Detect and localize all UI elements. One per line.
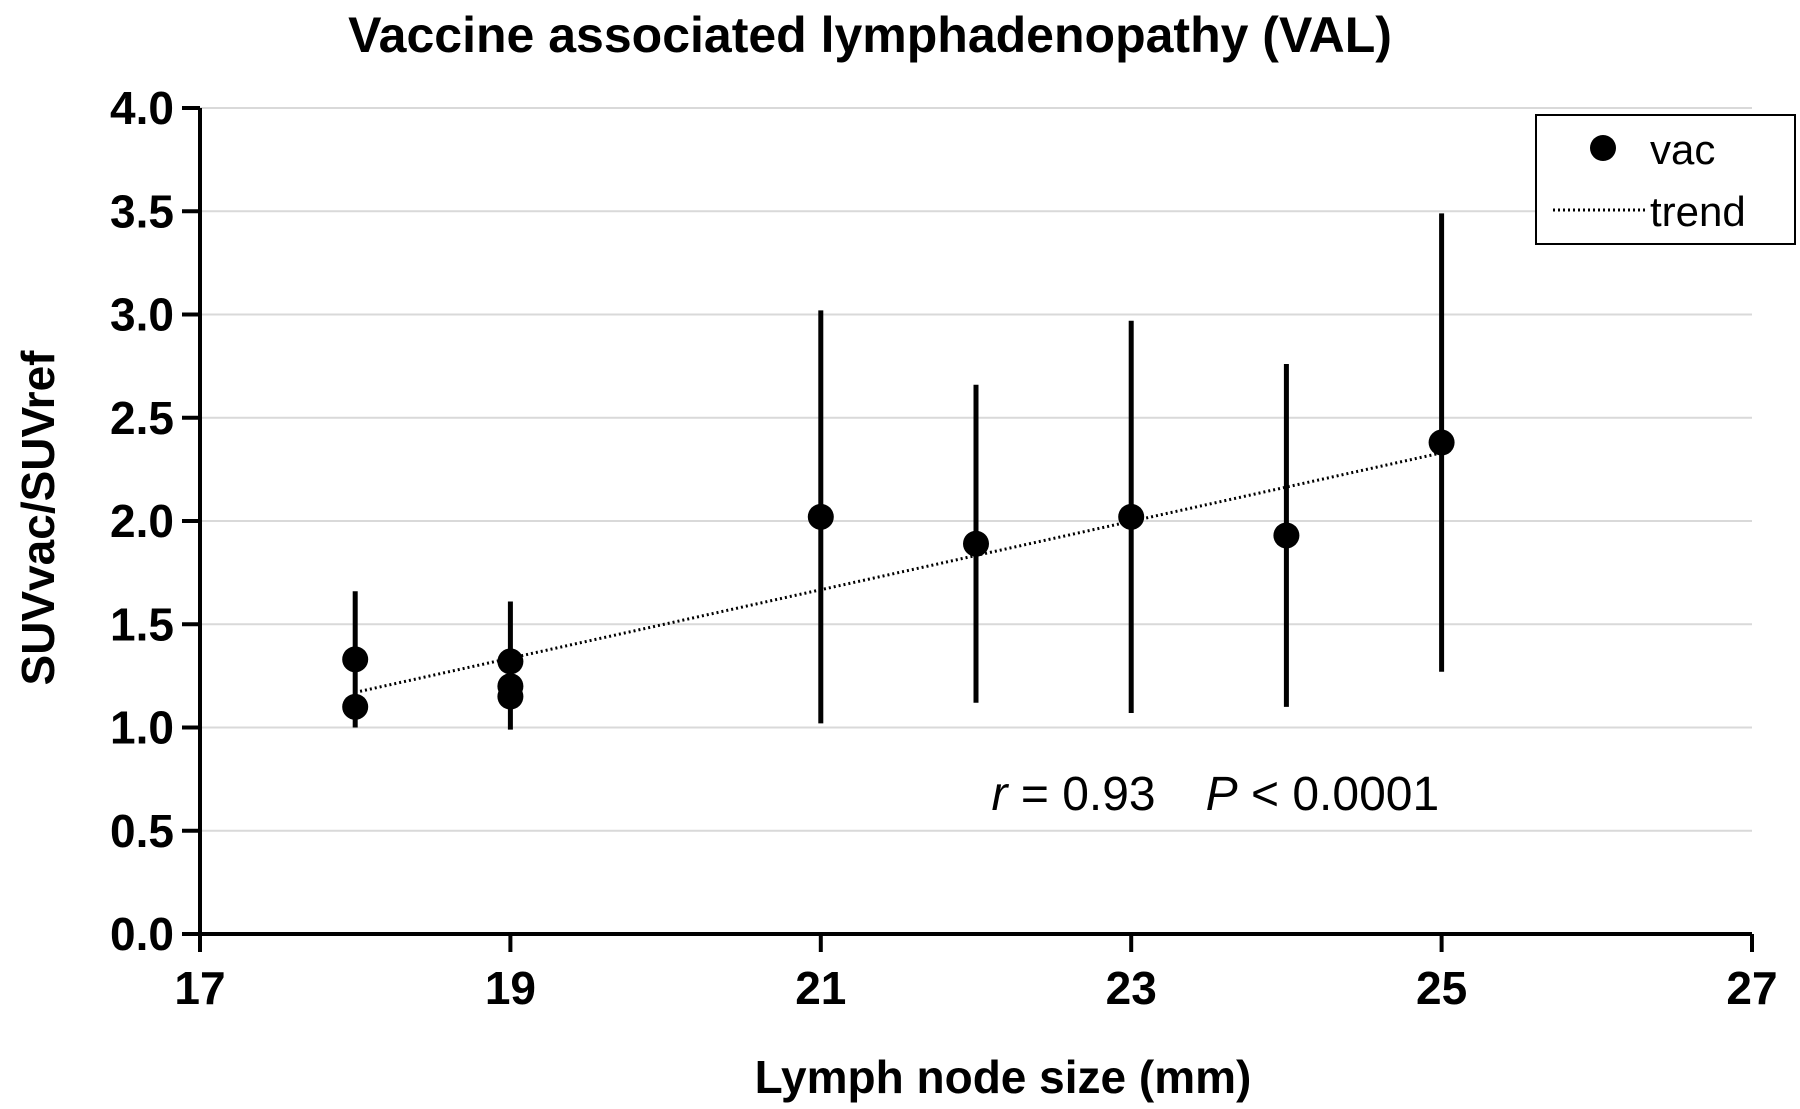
x-tick-label-1: 19: [485, 962, 536, 1014]
x-tick-label-0: 17: [174, 962, 225, 1014]
y-axis-ticks: 0.0 0.5 1.0 1.5 2.0 2.5 3.0 3.5 4.0: [110, 82, 200, 960]
y-tick-label-5: 2.5: [110, 392, 174, 444]
r-value: = 0.93: [1008, 768, 1156, 821]
legend-label-vac: vac: [1650, 126, 1715, 173]
r-symbol: r: [992, 768, 1010, 821]
legend-label-trend: trend: [1650, 188, 1746, 235]
x-axis-label: Lymph node size (mm): [755, 1051, 1252, 1103]
data-point-4: [497, 683, 524, 710]
x-tick-label-2: 21: [795, 962, 846, 1014]
trend-line: [354, 451, 1442, 694]
data-point-8: [1273, 522, 1300, 549]
legend-box: [1535, 114, 1796, 245]
x-tick-label-3: 23: [1106, 962, 1157, 1014]
y-tick-label-6: 3.0: [110, 289, 174, 341]
y-tick-label-7: 3.5: [110, 185, 174, 237]
data-point-7: [1118, 503, 1145, 530]
legend: vac trend: [1535, 114, 1796, 245]
data-point-5: [807, 503, 834, 530]
trend-line-segment: [354, 451, 1442, 694]
p-value: < 0.0001: [1238, 768, 1440, 821]
y-tick-label-4: 2.0: [110, 495, 174, 547]
data-points: [342, 429, 1455, 720]
data-point-0: [342, 646, 369, 673]
y-tick-label-2: 1.0: [110, 702, 174, 754]
y-axis-label: SUVvac/SUVref: [12, 350, 64, 686]
correlation-annotation: r = 0.93 P < 0.0001: [992, 768, 1440, 821]
y-tick-label-1: 0.5: [110, 805, 174, 857]
y-tick-label-8: 4.0: [110, 82, 174, 134]
y-tick-label-0: 0.0: [110, 908, 174, 960]
legend-marker-vac: [1590, 135, 1616, 161]
x-tick-label-4: 25: [1416, 962, 1467, 1014]
p-symbol: P: [1206, 768, 1238, 821]
data-point-2: [497, 648, 524, 675]
y-tick-label-3: 1.5: [110, 598, 174, 650]
data-point-1: [342, 693, 369, 720]
x-tick-label-5: 27: [1726, 962, 1777, 1014]
data-point-6: [963, 530, 989, 557]
chart-title: Vaccine associated lymphadenopathy (VAL): [348, 7, 1392, 63]
data-point-9: [1428, 429, 1455, 456]
x-axis-ticks: 17 19 21 23 25 27: [174, 934, 1778, 1014]
